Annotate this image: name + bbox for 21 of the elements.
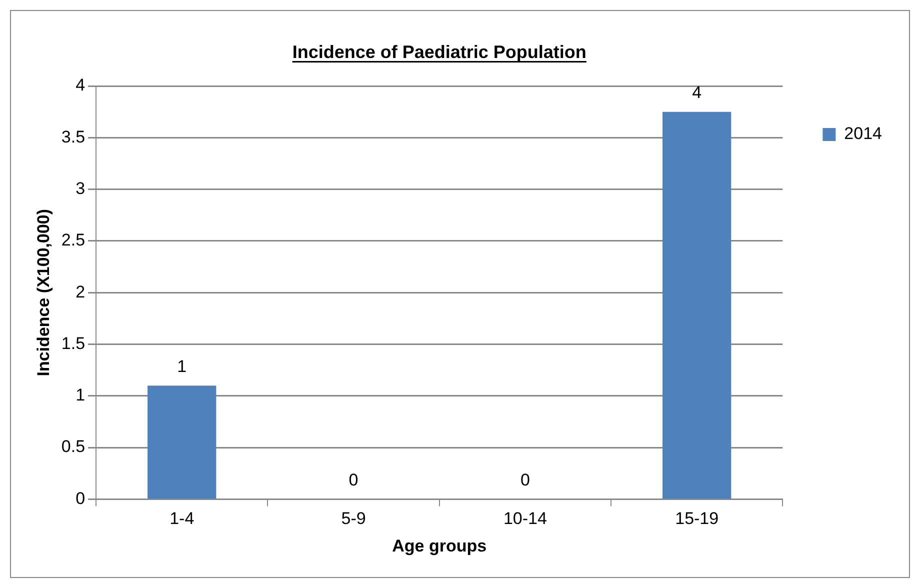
data-label: 1: [177, 356, 187, 376]
legend-label: 2014: [844, 124, 882, 144]
y-tick-label: 0: [76, 488, 86, 508]
data-label: 4: [692, 83, 702, 102]
y-tick-label: 0.5: [61, 437, 86, 456]
y-tick-label: 3.5: [61, 127, 86, 146]
y-tick-label: 2.5: [61, 230, 86, 250]
chart-title: Incidence of Paediatric Population: [292, 42, 586, 62]
data-label: 0: [348, 470, 358, 490]
y-tick-label: 3: [76, 178, 86, 198]
y-tick-label: 2: [76, 282, 86, 302]
x-tick-label: 5-9: [341, 509, 366, 528]
data-label: 0: [520, 470, 530, 490]
y-tick-label: 1: [76, 386, 86, 405]
x-tick-label: 1-4: [170, 509, 194, 528]
x-axis-title: Age groups: [392, 536, 487, 556]
x-tick-label: 10-14: [503, 509, 547, 528]
x-tick-label: 15-19: [675, 509, 719, 528]
y-tick-label: 1.5: [61, 334, 86, 353]
y-tick-label: 4: [76, 76, 86, 95]
y-axis-title: Incidence (X100,000): [34, 208, 53, 376]
